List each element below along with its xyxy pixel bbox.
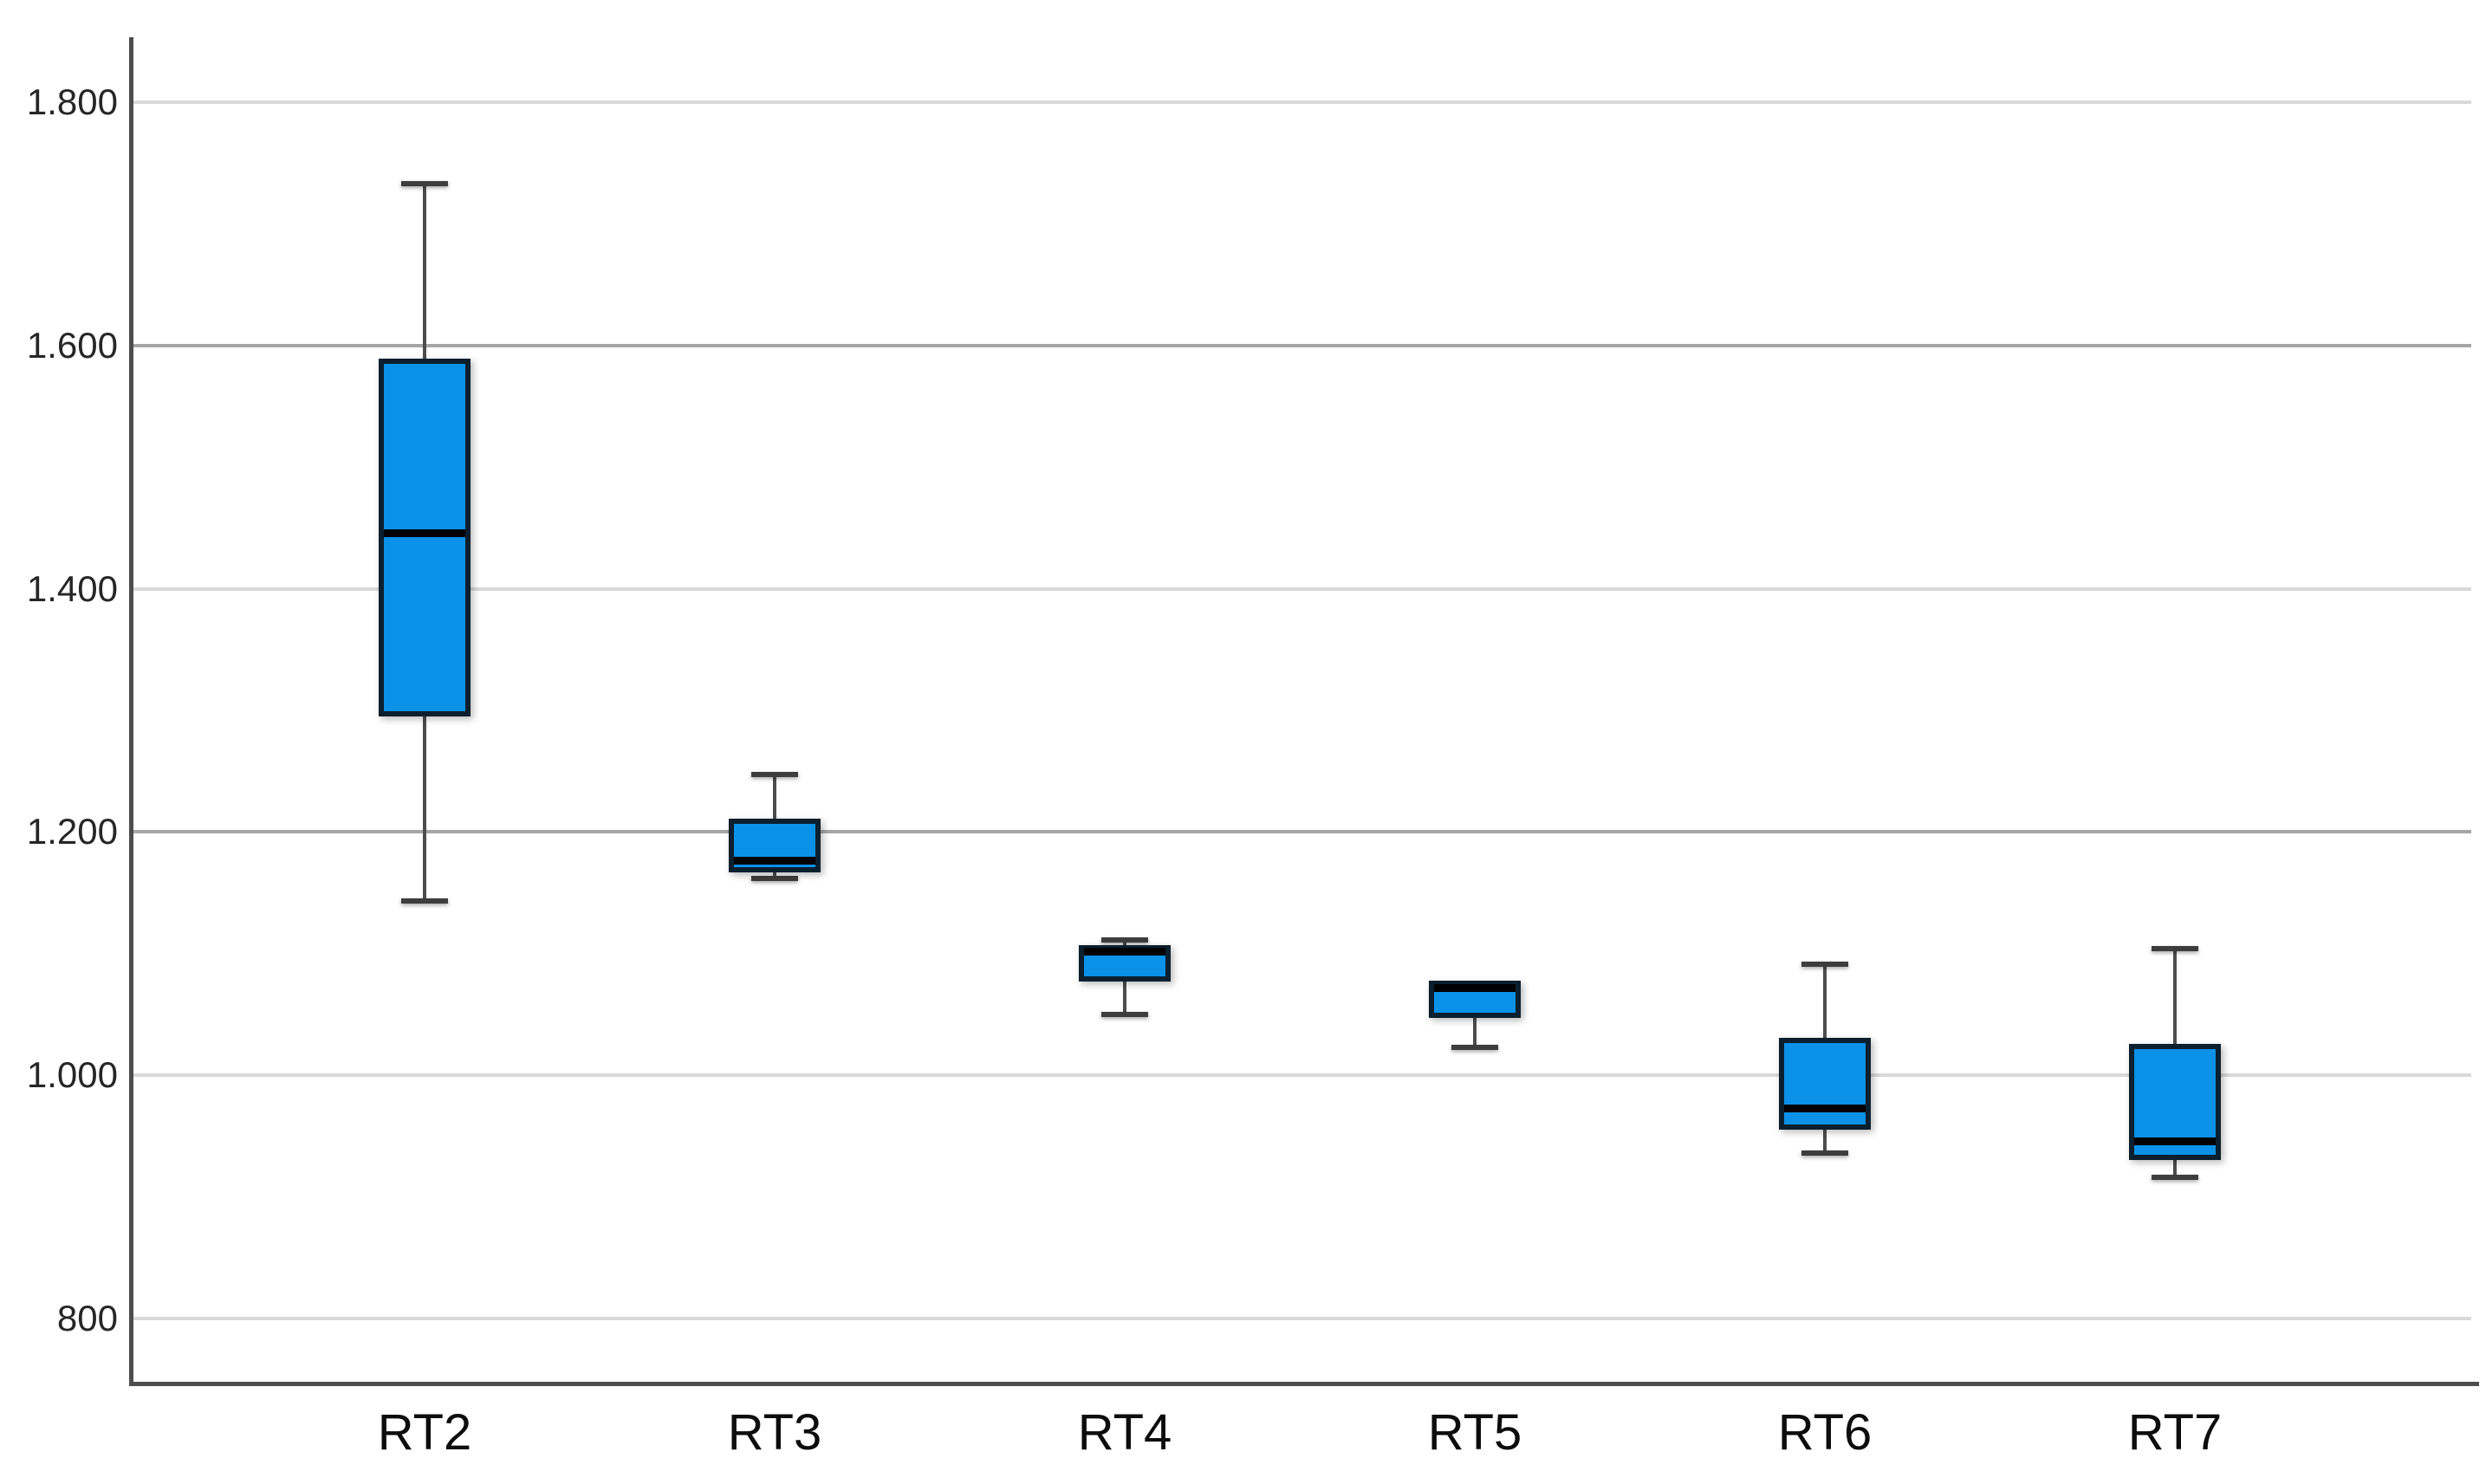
y-tick-label: 1.200: [26, 811, 118, 852]
whisker-bottom-cap-RT4: [1101, 1012, 1148, 1017]
whisker-top-stem-RT2: [423, 184, 426, 360]
gridline-1000: [133, 1073, 2471, 1078]
median-line-RT5: [1434, 984, 1516, 993]
median-line-RT6: [1784, 1105, 1866, 1113]
whisker-top-cap-RT4: [1101, 937, 1148, 943]
y-tick-label: 1.400: [26, 567, 118, 609]
box-RT6: [1779, 1037, 1871, 1131]
box-RT2: [379, 359, 471, 716]
whisker-top-cap-RT6: [1801, 962, 1848, 968]
x-tick-label-RT5: RT5: [1427, 1404, 1522, 1461]
whisker-bottom-cap-RT5: [1451, 1044, 1498, 1050]
x-tick-label-RT4: RT4: [1077, 1404, 1172, 1461]
whisker-top-stem-RT6: [1823, 964, 1827, 1038]
whisker-bottom-cap-RT6: [1801, 1150, 1848, 1157]
whisker-top-cap-RT7: [2152, 946, 2198, 952]
gridline-800: [133, 1317, 2471, 1320]
whisker-bottom-stem-RT6: [1823, 1130, 1827, 1154]
gridline-1200: [133, 830, 2471, 834]
whisker-bottom-cap-RT7: [2152, 1175, 2198, 1181]
median-line-RT4: [1084, 947, 1165, 956]
whisker-top-cap-RT2: [401, 181, 448, 187]
whisker-bottom-cap-RT3: [751, 875, 798, 881]
median-line-RT7: [2134, 1137, 2216, 1146]
x-tick-label-RT6: RT6: [1777, 1404, 1873, 1461]
whisker-bottom-stem-RT4: [1123, 982, 1126, 1014]
whisker-bottom-stem-RT2: [423, 716, 426, 902]
gridline-1800: [133, 100, 2471, 104]
y-tick-label: 800: [56, 1298, 118, 1338]
gridline-1400: [133, 586, 2471, 591]
x-tick-label-RT3: RT3: [727, 1404, 822, 1461]
x-axis-line: [129, 1382, 2479, 1386]
whisker-top-stem-RT3: [773, 774, 776, 819]
whisker-bottom-stem-RT3: [773, 872, 776, 878]
y-axis-line: [129, 37, 133, 1385]
x-tick-label-RT2: RT2: [377, 1404, 472, 1461]
y-tick-label: 1.800: [26, 81, 118, 122]
x-tick-label-RT7: RT7: [2127, 1404, 2223, 1461]
whisker-top-stem-RT7: [2173, 949, 2177, 1044]
whisker-bottom-cap-RT2: [401, 898, 448, 904]
whisker-top-cap-RT3: [751, 772, 798, 778]
median-line-RT2: [384, 529, 465, 538]
y-tick-label: 1.600: [26, 324, 118, 366]
median-line-RT3: [734, 856, 815, 865]
y-tick-label: 1.000: [26, 1054, 118, 1096]
gridline-1600: [133, 343, 2471, 347]
whisker-bottom-stem-RT7: [2173, 1160, 2177, 1178]
whisker-bottom-stem-RT5: [1473, 1018, 1477, 1047]
